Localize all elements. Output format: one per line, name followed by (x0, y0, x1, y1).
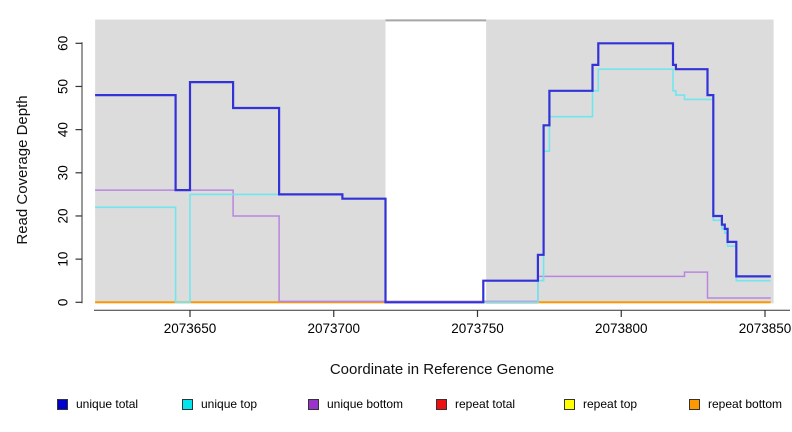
legend-item-repeat-top: repeat top (564, 397, 637, 411)
legend-label: repeat bottom (708, 397, 783, 411)
x-axis-title: Coordinate in Reference Genome (329, 361, 555, 378)
legend-item-repeat-bottom: repeat bottom (689, 397, 782, 411)
legend-item-unique-top: unique top (182, 397, 257, 411)
legend-item-unique-total: unique total (57, 397, 138, 411)
y-tick-label: 40 (56, 122, 71, 137)
legend-label: unique top (201, 397, 258, 411)
y-axis-title: Read Coverage Depth (14, 95, 31, 245)
legend-swatch-icon (57, 398, 68, 410)
legend-label: unique bottom (327, 397, 404, 411)
y-tick-label: 10 (56, 252, 71, 267)
x-tick-label: 2073700 (307, 321, 360, 336)
x-tick-label: 2073650 (164, 321, 217, 336)
x-tick-label: 2073800 (595, 321, 648, 336)
legend-item-repeat-total: repeat total (436, 397, 515, 411)
legend-label: repeat total (455, 397, 516, 411)
y-tick-label: 0 (56, 299, 71, 307)
legend-label: unique total (76, 397, 139, 411)
y-tick-label: 50 (56, 79, 71, 94)
legend-swatch-icon (308, 398, 319, 410)
legend: unique total unique top unique bottom repea… (0, 397, 792, 415)
series-unique-total (95, 42, 771, 304)
x-tick-label: 2073850 (739, 321, 792, 336)
legend-swatch-icon (564, 398, 575, 410)
legend-swatch-icon (436, 398, 447, 410)
legend-swatch-icon (182, 398, 193, 410)
region-shading-1 (486, 19, 774, 304)
y-tick-label: 20 (56, 208, 71, 223)
coverage-plot: 2073650 2073700 2073750 2073800 2073850 0 10 20… (56, 19, 792, 336)
legend-label: repeat top (583, 397, 638, 411)
x-tick-label: 2073750 (451, 321, 504, 336)
y-tick-label: 30 (56, 165, 71, 180)
region-shading-0 (95, 19, 386, 304)
legend-swatch-icon (689, 398, 700, 410)
legend-item-unique-bottom: unique bottom (308, 397, 403, 411)
y-tick-label: 60 (56, 36, 71, 51)
